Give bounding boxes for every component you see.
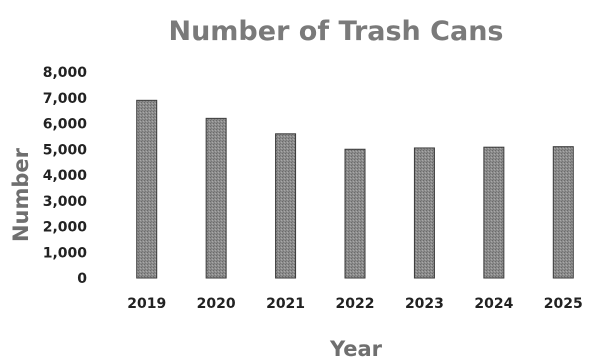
- bar-2022: [344, 148, 366, 279]
- y-axis-ticks: 0 1,000 2,000 3,000 4,000 5,000 6,000 7,000 8,00…: [43, 65, 88, 287]
- bars: [136, 99, 574, 279]
- x-tick-label: 2019: [127, 296, 166, 312]
- y-tick-label: 3,000: [43, 194, 88, 210]
- bar-2020: [205, 117, 227, 279]
- bar-2019: [136, 99, 158, 279]
- y-tick-label: 5,000: [43, 142, 88, 158]
- y-axis-title: Number: [9, 147, 33, 242]
- x-tick-label: 2023: [405, 296, 444, 312]
- y-tick-label: 6,000: [43, 117, 88, 133]
- bar-2021: [275, 133, 297, 279]
- y-tick-label: 1,000: [43, 245, 88, 261]
- y-tick-label: 2,000: [43, 220, 88, 236]
- x-tick-label: 2021: [266, 296, 305, 312]
- x-axis-title: Year: [329, 337, 383, 361]
- bar-2024: [483, 146, 505, 279]
- y-tick-label: 7,000: [43, 91, 88, 107]
- y-tick-label: 4,000: [43, 168, 88, 184]
- x-tick-label: 2020: [197, 296, 236, 312]
- bar-2025: [552, 146, 574, 279]
- bar-2023: [413, 147, 435, 279]
- x-axis-ticks: 2019 2020 2021 2022 2023 2024 2025: [127, 296, 583, 312]
- y-tick-label: 8,000: [43, 65, 88, 81]
- chart-title: Number of Trash Cans: [168, 16, 503, 47]
- x-tick-label: 2025: [544, 296, 583, 312]
- x-tick-label: 2024: [474, 296, 513, 312]
- x-tick-label: 2022: [336, 296, 375, 312]
- y-tick-label: 0: [77, 271, 87, 287]
